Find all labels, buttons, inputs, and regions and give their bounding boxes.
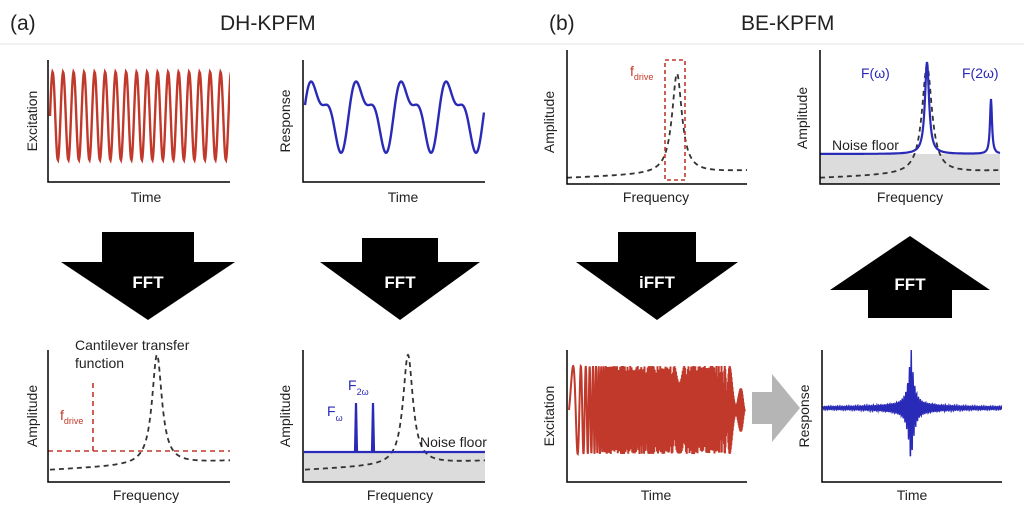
down-arrow-shape bbox=[576, 232, 738, 320]
f-omega-label: Fω bbox=[327, 403, 343, 423]
be-excitation-plot: Excitation Time bbox=[541, 350, 747, 503]
x-axis-label: Frequency bbox=[113, 487, 179, 503]
axes bbox=[819, 50, 1000, 185]
transfer-annotation-line1: Cantilever transfer bbox=[75, 337, 190, 353]
y-axis-label: Amplitude bbox=[24, 385, 40, 447]
y-axis-label: Excitation bbox=[24, 91, 40, 152]
y-axis-label: Response bbox=[796, 384, 812, 447]
f-2omega-label: F(2ω) bbox=[962, 65, 999, 81]
be-input-spectrum-plot: Amplitude Frequency fdrive bbox=[541, 50, 747, 205]
noise-floor-label: Noise floor bbox=[832, 137, 899, 153]
arrow-label: iFFT bbox=[639, 273, 675, 292]
up-arrow-shape bbox=[830, 236, 990, 318]
y-axis-label: Amplitude bbox=[277, 385, 293, 447]
transition-arrow-icon bbox=[752, 374, 800, 442]
panel-b-title: BE-KPFM bbox=[741, 12, 834, 35]
fft-arrow-b2: FFT bbox=[830, 236, 990, 318]
chirp-waveform bbox=[568, 363, 746, 457]
y-axis-label: Amplitude bbox=[541, 91, 557, 153]
response-spectrum bbox=[820, 61, 1001, 155]
transfer-annotation-line2: function bbox=[75, 355, 124, 371]
transfer-function-curve bbox=[567, 72, 747, 179]
excitation-waveform bbox=[48, 68, 230, 164]
be-response-plot: Response Time bbox=[796, 350, 1002, 503]
axes bbox=[302, 60, 485, 183]
axes bbox=[821, 350, 1002, 483]
arrow-label: FFT bbox=[384, 273, 416, 292]
dh-transfer-plot: Amplitude Frequency Cantilever transfer … bbox=[24, 337, 230, 503]
axes bbox=[47, 60, 230, 183]
f-2omega-label: F2ω bbox=[348, 377, 369, 397]
noise-floor-region bbox=[303, 452, 485, 482]
noise-floor-label: Noise floor bbox=[420, 434, 487, 450]
drive-band-box bbox=[664, 59, 686, 181]
dh-excitation-plot: Excitation Time bbox=[24, 60, 230, 205]
fft-arrow-a2: FFT bbox=[320, 238, 480, 320]
fdrive-label: fdrive bbox=[630, 63, 653, 82]
be-output-spectrum-plot: Amplitude Frequency F(ω) F(2ω) Noise flo… bbox=[794, 50, 1001, 205]
axes bbox=[566, 50, 747, 185]
axes bbox=[566, 350, 747, 483]
transfer-function-curve bbox=[820, 64, 1000, 179]
x-axis-label: Frequency bbox=[623, 189, 689, 205]
axes bbox=[47, 350, 230, 483]
f-omega-label: F(ω) bbox=[861, 65, 890, 81]
x-axis-label: Time bbox=[388, 189, 419, 205]
x-axis-label: Frequency bbox=[877, 189, 943, 205]
x-axis-label: Time bbox=[131, 189, 162, 205]
response-waveform bbox=[303, 80, 485, 155]
y-axis-label: Amplitude bbox=[794, 87, 810, 149]
ifft-arrow-b1: iFFT bbox=[576, 232, 738, 320]
panel-b-label: (b) bbox=[549, 12, 575, 35]
fdrive-label: fdrive bbox=[60, 407, 83, 426]
down-arrow-shape bbox=[61, 232, 235, 320]
response-waveform bbox=[822, 350, 1002, 457]
panel-a-title: DH-KPFM bbox=[220, 12, 316, 35]
down-arrow-shape bbox=[320, 238, 480, 320]
fft-arrow-a1: FFT bbox=[61, 232, 235, 320]
arrow-label: FFT bbox=[132, 273, 164, 292]
arrow-label: FFT bbox=[894, 275, 926, 294]
response-spectrum bbox=[304, 402, 485, 454]
panel-a-label: (a) bbox=[10, 12, 36, 35]
dh-response-plot: Response Time bbox=[277, 60, 485, 205]
noise-floor-region bbox=[820, 154, 1000, 184]
x-axis-label: Time bbox=[641, 487, 672, 503]
y-axis-label: Excitation bbox=[541, 386, 557, 447]
x-axis-label: Frequency bbox=[367, 487, 433, 503]
dh-spectrum-plot: Amplitude Frequency Fω F2ω Noise floor bbox=[277, 350, 487, 503]
y-axis-label: Response bbox=[277, 89, 293, 152]
transfer-function-curve bbox=[49, 352, 230, 471]
x-axis-label: Time bbox=[897, 487, 928, 503]
axes bbox=[302, 350, 485, 483]
transfer-function-curve bbox=[305, 353, 485, 471]
